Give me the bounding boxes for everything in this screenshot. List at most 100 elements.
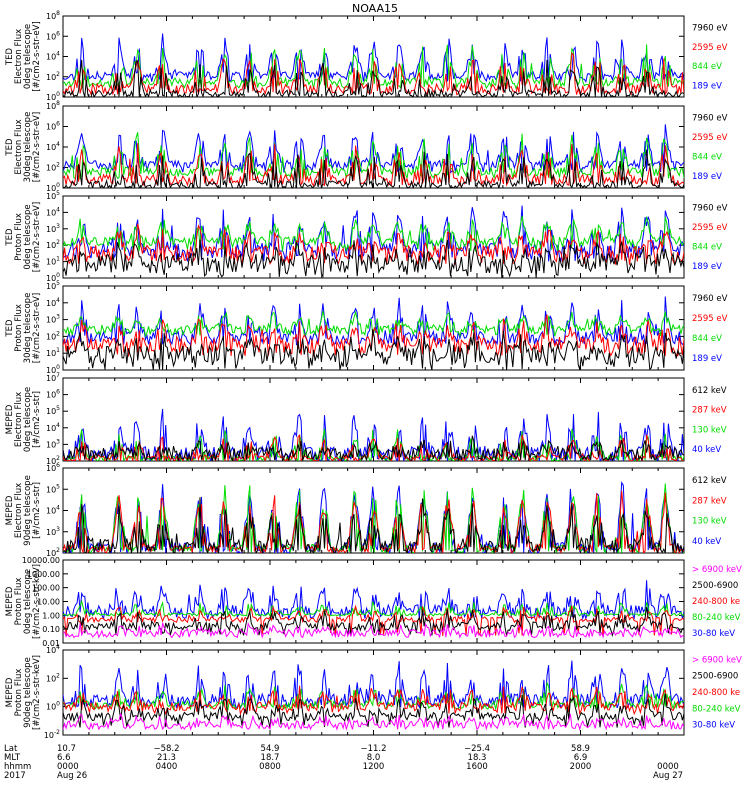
y-tick-label: 100 <box>46 182 60 193</box>
x-tick-label-mlt: 8.0 <box>367 753 381 763</box>
series-line-612-kev <box>63 435 684 461</box>
series-line-7960-ev <box>63 149 684 188</box>
y-tick-label: 105 <box>46 483 60 494</box>
legend-entry: 130 keV <box>692 425 727 435</box>
y-tick-label: 102 <box>46 239 60 250</box>
y-tick-label: 100 <box>46 701 60 712</box>
y-axis-label: [#/cm2-s-str-eV] <box>32 21 42 91</box>
panel-7: 0.01 0.10 1.00 10.00 100.00 1000.00 10000.00 ME… <box>5 556 742 648</box>
series-line--6900-kev <box>63 712 684 731</box>
y-tick-label: 105 <box>46 405 60 416</box>
y-tick-label: 104 <box>46 141 60 152</box>
series-line-130-kev <box>63 483 684 553</box>
y-axis-label: Electron Flux <box>14 392 24 447</box>
y-axis-label: [#/cm2-s-str-keV] <box>32 564 42 639</box>
legend-entry: 7960 eV <box>692 294 728 304</box>
y-tick-label: 10000.00 <box>22 556 60 565</box>
y-axis-label: Proton Flux <box>14 304 24 352</box>
x-row-label: 2017 <box>4 771 26 781</box>
x-tick-label-date: Aug 27 <box>653 771 683 781</box>
y-axis-label: Proton Flux <box>14 578 24 626</box>
x-tick-label-hhmm: 0400 <box>156 762 178 772</box>
series-group <box>63 580 684 639</box>
figure-title: NOAA15 <box>352 2 398 15</box>
x-tick-label-mlt: 6.6 <box>57 753 71 763</box>
x-tick-label-hhmm: 0800 <box>259 762 281 772</box>
series-group <box>63 296 684 370</box>
legend-entry: 2595 eV <box>692 43 728 53</box>
x-row-label: Lat <box>4 744 18 754</box>
x-tick-label-lat: −58.2 <box>153 744 179 754</box>
y-axis-label: 0deg telescope <box>23 204 33 269</box>
series-group <box>63 408 684 461</box>
x-tick-label-hhmm: 0000 <box>657 762 679 772</box>
y-tick-label: 108 <box>46 10 60 21</box>
y-tick-label: 0.01 <box>42 639 60 648</box>
series-group <box>63 660 684 731</box>
series-line-30-80-kev <box>63 660 684 710</box>
series-line-2500-6900 <box>63 693 684 729</box>
legend-entry: 30-80 keV <box>692 721 735 731</box>
legend-entry: 7960 eV <box>692 204 728 214</box>
legend-entry: 40 keV <box>692 537 721 547</box>
legend-entry: 844 eV <box>692 62 722 72</box>
legend-entry: 80-240 keV <box>692 613 741 623</box>
x-tick-label-mlt: 18.3 <box>468 753 487 763</box>
y-tick-label: 100 <box>46 364 60 375</box>
legend-entry: 240-800 ke <box>692 597 740 607</box>
legend-entry: 844 eV <box>692 153 722 163</box>
y-axis-label: MEPED <box>5 404 15 434</box>
x-tick-label-hhmm: 1200 <box>363 762 385 772</box>
series-group <box>63 481 684 553</box>
y-tick-label: 103 <box>46 314 60 325</box>
y-tick-label: 107 <box>46 372 60 383</box>
y-tick-label: 102 <box>46 672 60 683</box>
series-line-240-800-ke <box>63 604 684 637</box>
series-line-80-240-kev <box>63 682 684 711</box>
x-tick-label-hhmm: 1600 <box>466 762 488 772</box>
y-tick-label: 105 <box>46 190 60 201</box>
y-tick-label: 102 <box>46 71 60 82</box>
y-tick-label: 104 <box>46 644 60 655</box>
x-tick-label-mlt: 18.7 <box>261 753 280 763</box>
y-tick-label: 1.00 <box>42 611 60 620</box>
series-line-844-ev <box>63 215 684 253</box>
legend-entry: 80-240 keV <box>692 704 741 714</box>
legend-entry: > 6900 keV <box>692 565 742 575</box>
legend-entry: 189 eV <box>692 81 722 91</box>
y-axis-label: MEPED <box>5 677 15 707</box>
legend-entry: 189 eV <box>692 354 722 364</box>
series-line-30-80-kev <box>63 580 684 621</box>
y-tick-label: 108 <box>46 100 60 111</box>
x-tick-label-lat: 10.7 <box>57 744 76 754</box>
y-axis-label: 0deg telescope <box>23 387 33 452</box>
y-tick-label: 100 <box>46 91 60 102</box>
y-tick-label: 100.00 <box>32 584 60 593</box>
panel-1: 100 102 104 106 108 TED Electron Flux 0deg tele… <box>5 10 728 102</box>
y-axis-label: [#/cm2-s-str-eV] <box>32 202 42 272</box>
series-line-7960-ev <box>63 329 684 370</box>
legend-entry: 40 keV <box>692 445 721 455</box>
series-line-130-kev <box>63 428 684 461</box>
y-tick-label: 104 <box>46 505 60 516</box>
y-axis-label: [#/cm2-s-str-keV] <box>32 655 42 730</box>
y-axis-label: 90deg telescope <box>23 475 33 546</box>
y-tick-label: 102 <box>46 162 60 173</box>
y-tick-label: 100 <box>46 272 60 283</box>
y-tick-label: 105 <box>46 280 60 291</box>
x-row-label: hhmm <box>4 762 31 772</box>
legend-entry: 189 eV <box>692 172 722 182</box>
y-tick-label: 106 <box>46 462 60 473</box>
legend-entry: 287 keV <box>692 406 727 416</box>
legend-entry: > 6900 keV <box>692 655 742 665</box>
y-tick-label: 10.00 <box>37 598 60 607</box>
y-axis-label: 30deg telescope <box>23 112 33 183</box>
y-axis-label: Proton Flux <box>14 669 24 717</box>
y-axis-label: TED <box>5 138 15 157</box>
y-axis-label: 0deg telescope <box>23 569 33 634</box>
panel-8: 10-2 100 102 104 MEPED Proton Flux 90deg teles… <box>5 644 742 740</box>
legend-entry: 287 keV <box>692 496 727 506</box>
legend-entry: 189 eV <box>692 262 722 272</box>
